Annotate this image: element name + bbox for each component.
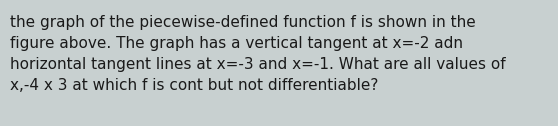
Text: the graph of the piecewise-defined function f is shown in the
figure above. The : the graph of the piecewise-defined funct… (10, 15, 506, 93)
